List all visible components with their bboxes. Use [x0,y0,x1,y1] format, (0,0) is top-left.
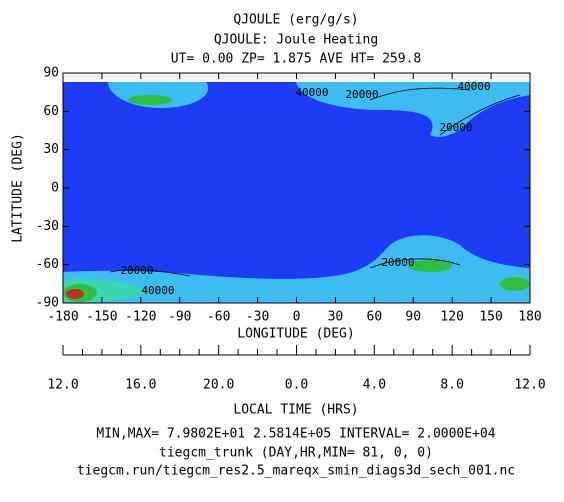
contour-peak [66,289,84,299]
contour-label: 40000 [295,86,328,99]
footer: tiegcm_trunk (DAY,HR,MIN= 81, 0, 0) [159,446,433,461]
x-tick-label: 90 [405,310,421,325]
contour-region [296,82,530,137]
lt-tick-label: 16.0 [125,378,156,393]
y-tick-label: 0 [51,181,59,196]
contour-line [369,87,471,101]
y-tick-label: 90 [43,66,59,81]
y-tick-label: -90 [36,296,59,311]
y-tick-label: -60 [36,257,59,272]
y-axis-label: LATITUDE (DEG) [11,133,26,243]
y-tick-label: -30 [36,219,59,234]
lt-tick-label: 4.0 [363,378,386,393]
x-tick-label: -30 [246,310,269,325]
x-tick-label: -150 [86,310,117,325]
lt-tick-label: 8.0 [440,378,463,393]
contour-peak [128,95,172,105]
contour-label: 20000 [381,256,414,269]
x-tick-label: -90 [168,310,191,325]
x-tick-label: 150 [479,310,502,325]
x-tick-label: 0 [293,310,301,325]
contour-label: 40000 [457,80,490,93]
contour-line [369,258,461,269]
x-tick-label: -120 [125,310,156,325]
chart-subtitle: UT= 0.00 ZP= 1.875 AVE HT= 259.8 [171,52,421,67]
lt-tick-label: 20.0 [203,378,234,393]
contour-line [109,269,191,277]
contour-label: 20000 [439,121,472,134]
x-tick-label: -60 [207,310,230,325]
y-tick-label: 30 [43,142,59,157]
x-tick-label: 60 [367,310,383,325]
chart-subtitle: QJOULE: Joule Heating [214,33,378,48]
footer: MIN,MAX= 7.9802E+01 2.5814E+05 INTERVAL=… [96,427,495,442]
contour-region [63,235,530,303]
contour-peak [408,260,452,272]
lt-tick-label: 12.0 [47,378,78,393]
x-axis-label: LONGITUDE (DEG) [237,327,354,342]
contour-peak [500,277,530,291]
lt-tick-label: 0.0 [285,378,308,393]
contour-field: 40000 20000 40000 20000 20000 40000 2000… [63,73,530,303]
x-tick-label: 180 [518,310,541,325]
x-tick-label: -180 [47,310,78,325]
chart-title: QJOULE (erg/g/s) [233,13,358,28]
lt-tick-label: 12.0 [514,378,545,393]
footer: tiegcm.run/tiegcm_res2.5_mareqx_smin_dia… [77,464,515,479]
y-tick-label: 60 [43,104,59,119]
contour-label: 20000 [345,88,378,101]
contour-label: 40000 [141,284,174,297]
lt-axis-label: LOCAL TIME (HRS) [233,403,358,418]
x-tick-label: 120 [440,310,463,325]
x-tick-label: 30 [328,310,344,325]
contour-label: 20000 [120,264,153,277]
contour-line [439,94,521,136]
